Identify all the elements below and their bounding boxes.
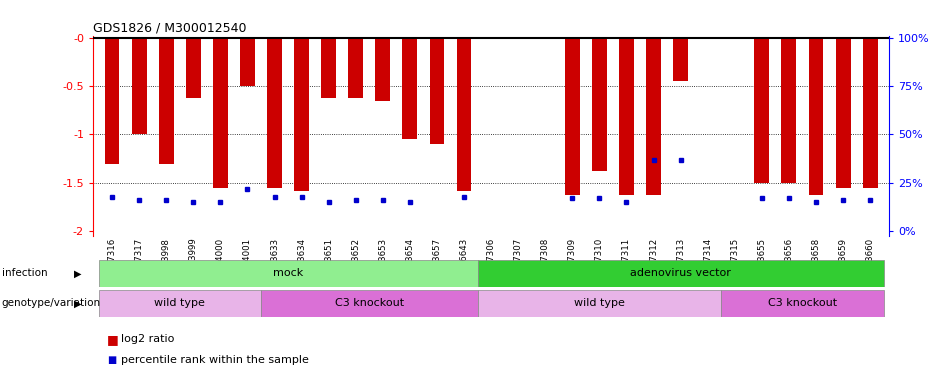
Text: infection: infection xyxy=(2,268,47,278)
Bar xyxy=(321,38,336,98)
Text: GDS1826 / M300012540: GDS1826 / M300012540 xyxy=(93,21,247,34)
Bar xyxy=(619,38,634,195)
Bar xyxy=(240,38,255,86)
Bar xyxy=(159,38,174,164)
Bar xyxy=(456,38,471,191)
Bar xyxy=(267,38,282,188)
Text: mock: mock xyxy=(273,268,304,278)
Bar xyxy=(478,260,884,287)
Text: adenovirus vector: adenovirus vector xyxy=(630,268,731,278)
Text: C3 knockout: C3 knockout xyxy=(768,298,837,308)
Text: C3 knockout: C3 knockout xyxy=(335,298,404,308)
Bar xyxy=(348,38,363,98)
Bar xyxy=(375,38,390,100)
Bar xyxy=(863,38,878,188)
Bar xyxy=(673,38,688,81)
Text: wild type: wild type xyxy=(155,298,205,308)
Bar xyxy=(781,38,796,183)
Text: ▶: ▶ xyxy=(74,298,82,308)
Bar xyxy=(99,290,261,317)
Text: percentile rank within the sample: percentile rank within the sample xyxy=(121,355,309,365)
Bar xyxy=(294,38,309,191)
Bar xyxy=(754,38,769,183)
Bar xyxy=(186,38,201,98)
Bar xyxy=(808,38,823,195)
Text: ▶: ▶ xyxy=(74,268,82,278)
Bar xyxy=(104,38,119,164)
Bar xyxy=(565,38,580,195)
Text: wild type: wild type xyxy=(574,298,625,308)
Bar xyxy=(402,38,417,140)
Bar xyxy=(836,38,851,188)
Bar xyxy=(99,260,478,287)
Text: ■: ■ xyxy=(107,333,119,346)
Bar xyxy=(429,38,444,144)
Text: genotype/variation: genotype/variation xyxy=(2,298,101,308)
Bar xyxy=(646,38,661,195)
Bar xyxy=(722,290,884,317)
Bar xyxy=(261,290,478,317)
Bar xyxy=(213,38,228,188)
Bar xyxy=(478,290,722,317)
Text: ■: ■ xyxy=(107,355,116,365)
Text: log2 ratio: log2 ratio xyxy=(121,334,174,344)
Bar xyxy=(131,38,146,135)
Bar xyxy=(592,38,607,171)
